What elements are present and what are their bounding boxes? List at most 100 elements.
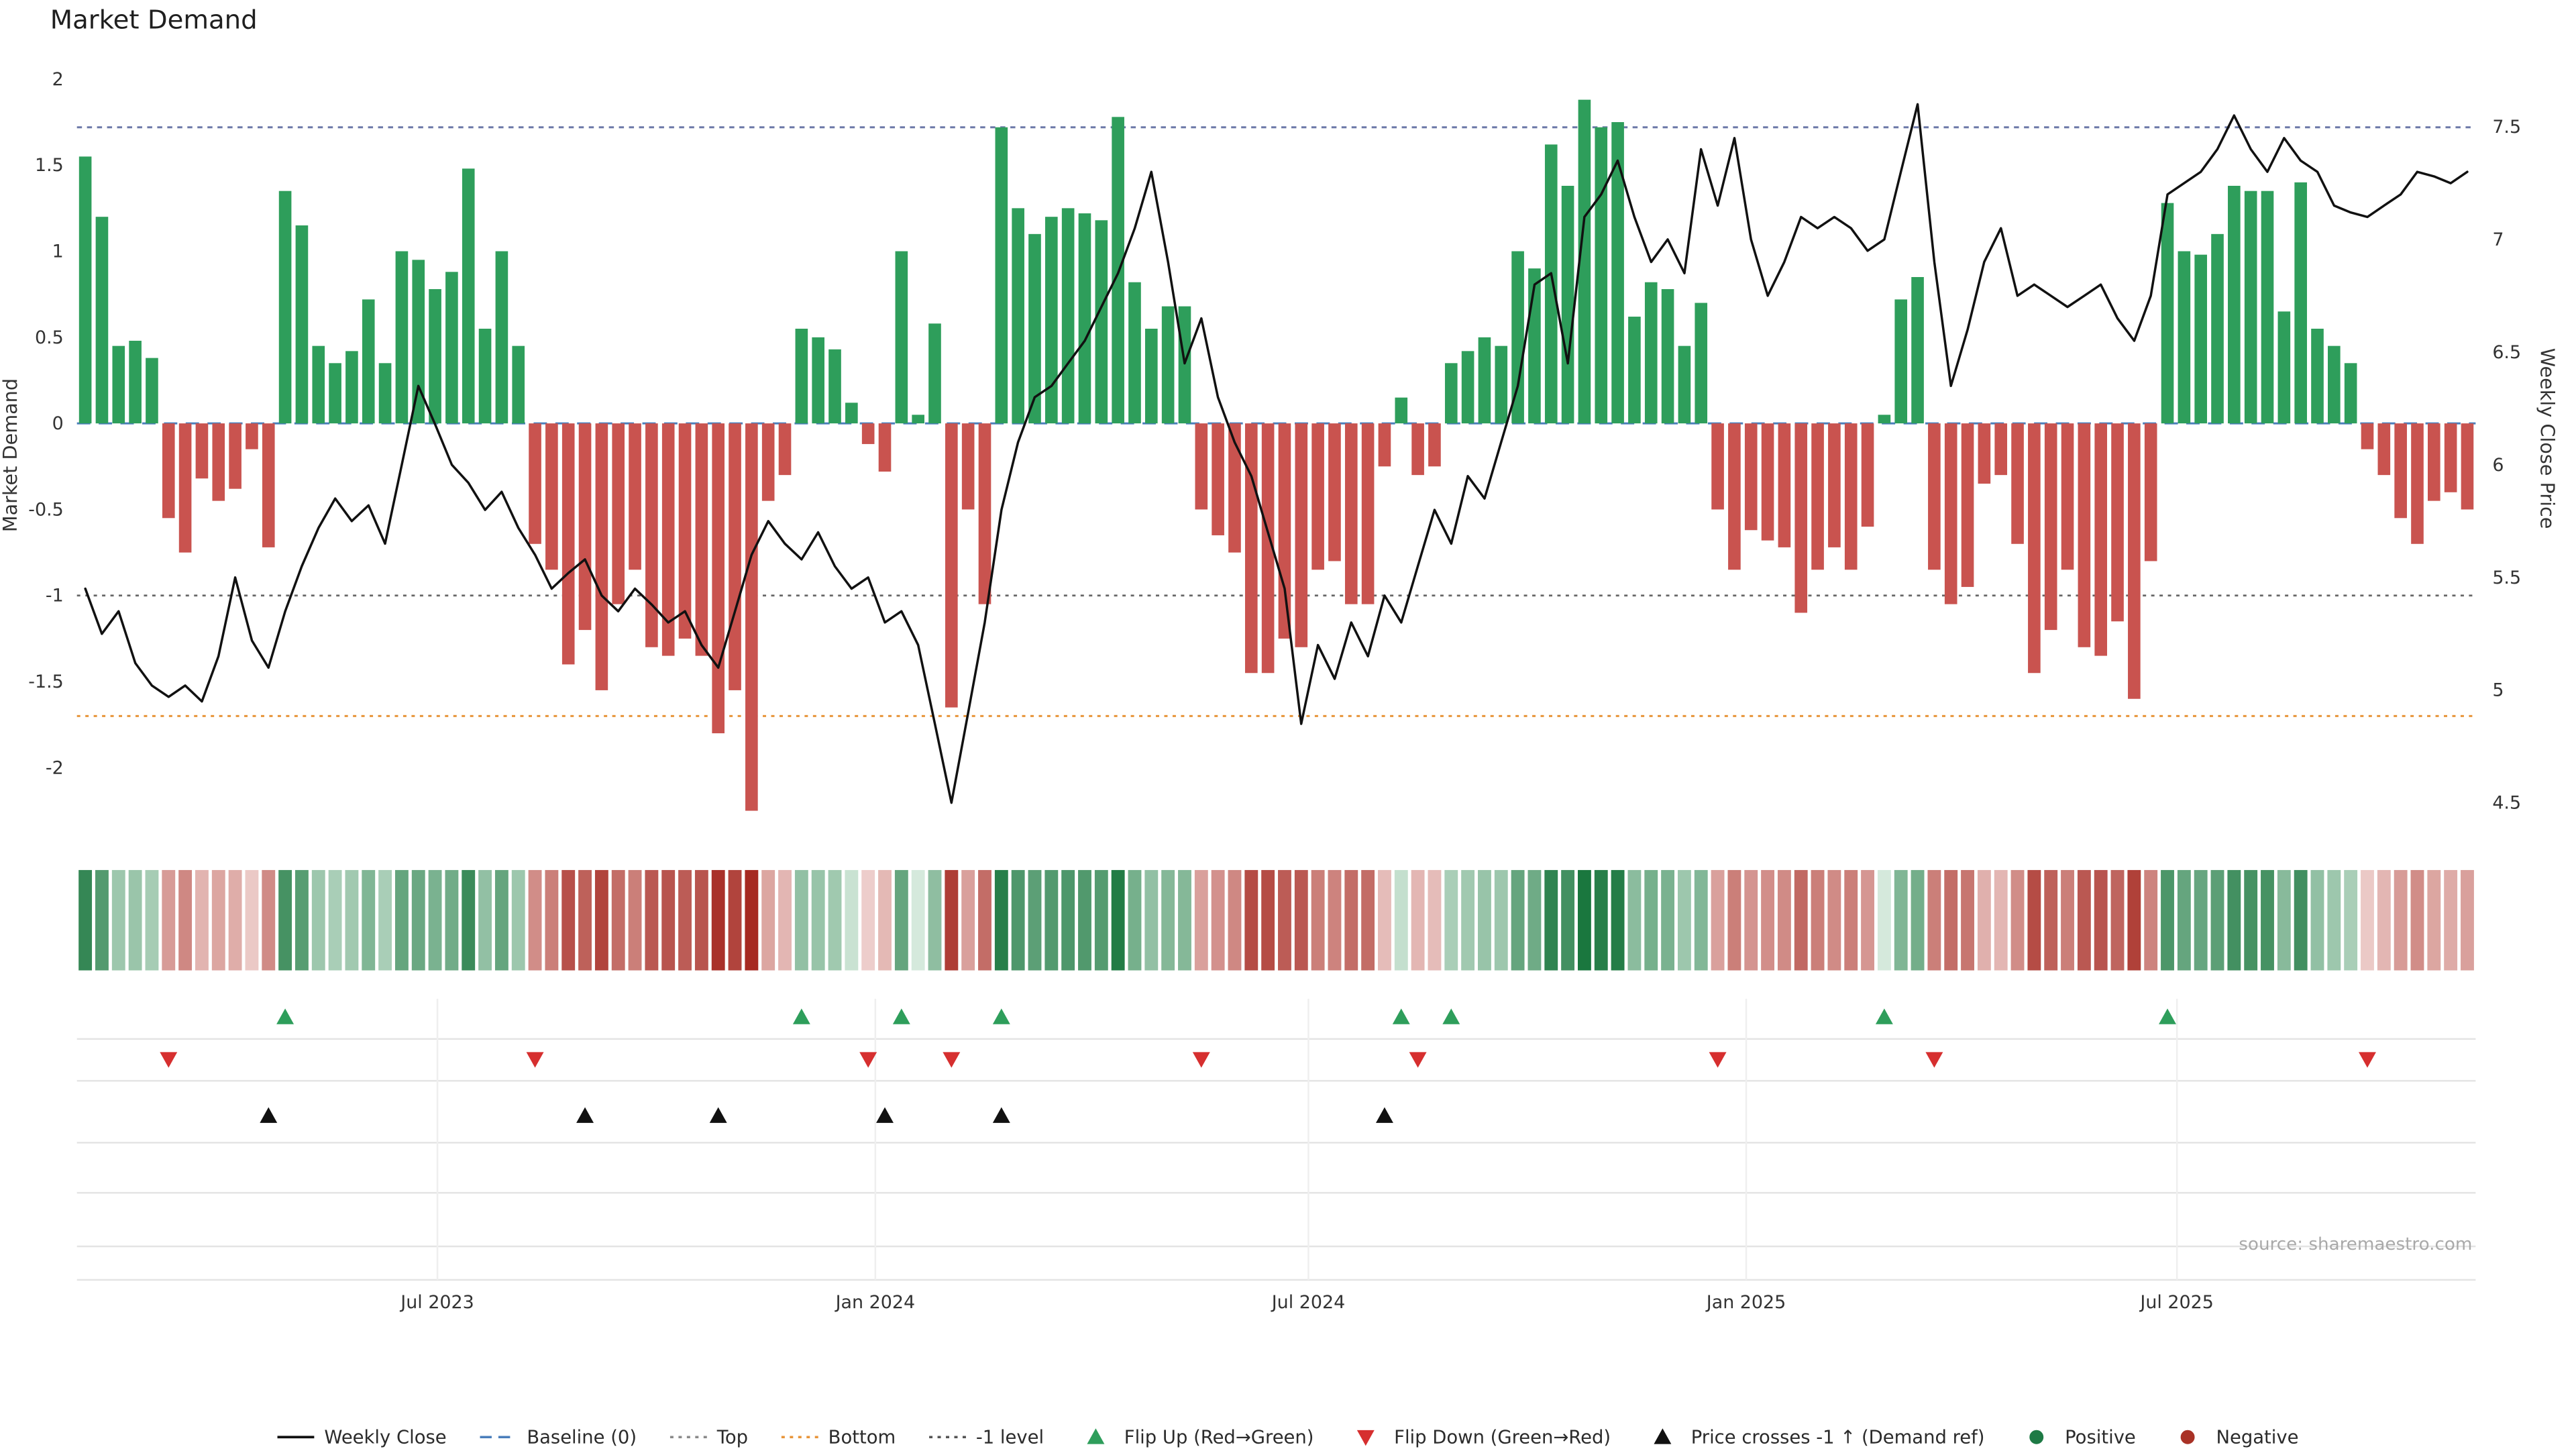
demand-bar [1261,423,1275,674]
legend-label: Flip Up (Red→Green) [1124,1428,1314,1448]
heatmap-cell [611,869,625,971]
y-left-tick-label: -1.5 [28,672,64,692]
heatmap-cell [1677,869,1691,971]
demand-bar [828,349,841,424]
demand-bar [1161,306,1175,424]
demand-bar [229,423,241,489]
demand-bar [645,423,658,647]
heatmap-cell [1278,869,1291,971]
flip-down-marker [2359,1052,2376,1068]
demand-bar [2377,423,2391,476]
legend-item-4: -1 level [929,1428,1044,1448]
demand-bar [1061,208,1075,424]
legend-item-1: Baseline (0) [480,1428,637,1448]
heatmap-cell [1994,869,2008,971]
heatmap-cell [511,869,525,971]
demand-bar [2061,423,2074,570]
demand-bar [1711,423,1724,510]
heatmap-cell [1727,869,1741,971]
demand-bar [1761,423,1774,541]
demand-bar [2228,185,2241,424]
heatmap-cell [162,869,176,971]
demand-bar [329,363,341,424]
demand-bar [2428,423,2440,501]
demand-bar [2111,423,2124,622]
heatmap-cell [294,869,309,971]
heatmap-cell [1611,869,1625,971]
heatmap-cell [328,869,342,971]
demand-heatmap-strip [78,869,2474,971]
demand-bar [2094,423,2107,656]
y-right-tick-label: 6 [2492,455,2504,476]
demand-bar [1428,423,1441,467]
weekly-close-path [84,103,2469,804]
demand-bar [495,251,508,424]
demand-bar [462,168,475,424]
chart-title: Market Demand [50,5,258,36]
heatmap-cell [1478,869,1491,971]
heatmap-cell [1378,869,1391,971]
demand-bar [912,415,924,424]
demand-bar [1678,345,1691,424]
demand-bar [1361,423,1375,604]
heatmap-cell [1161,869,1175,971]
demand-bar [1178,306,1191,424]
flip-down-marker [1709,1052,1727,1068]
heatmap-cell [445,869,459,971]
heatmap-cell [1328,869,1342,971]
heatmap-cell [528,869,542,971]
demand-bar [795,328,808,424]
heatmap-cell [994,869,1008,971]
demand-bar [928,323,941,424]
heatmap-cell [578,869,592,971]
heatmap-cell [1577,869,1591,971]
heatmap-cell [1078,869,1091,971]
legend-item-5: Flip Up (Red→Green) [1087,1428,1313,1448]
heatmap-cell [2394,869,2408,971]
y-right-tick-label: 7.5 [2492,117,2521,138]
legend-item-6: Flip Down (Green→Red) [1356,1428,1611,1448]
heatmap-cell [1028,869,1042,971]
heatmap-cell [1061,869,1075,971]
heatmap-cell [2177,869,2191,971]
heatmap-cell [2110,869,2125,971]
y-left-tick-label: -1 [46,586,64,606]
heatmap-cell [1361,869,1375,971]
heatmap-cell [2310,869,2324,971]
heatmap-cell [145,869,159,971]
heatmap-cell [1594,869,1608,971]
demand-bar [1794,423,1808,613]
demand-bar [2328,345,2341,424]
flip-down-marker [859,1052,877,1068]
demand-bar [295,225,309,424]
legend-item-7: Price crosses -1 ↑ (Demand ref) [1654,1428,1984,1448]
source-credit: source: sharemaestro.com [2239,1234,2472,1254]
heatmap-cell [428,869,442,971]
demand-bar [178,423,192,553]
demand-bar [595,423,608,690]
demand-bar [1828,423,1841,547]
heatmap-cell [1128,869,1142,971]
demand-bar [262,423,275,547]
legend-label: Negative [2216,1428,2298,1448]
heatmap-cell [761,869,775,971]
demand-bar [2277,311,2291,424]
heatmap-cell [1111,869,1125,971]
heatmap-cell [211,869,225,971]
heatmap-cell [1261,869,1275,971]
heatmap-cell [2161,869,2174,971]
y-right-tick-label: 7 [2492,229,2504,250]
demand-bar [1078,213,1091,424]
legend-label: Positive [2065,1428,2136,1448]
demand-bar [2028,423,2041,674]
heatmap-cell [1228,869,1242,971]
heatmap-cell [1561,869,1575,971]
price-cross-marker [1375,1107,1393,1123]
demand-bar [1911,277,1924,424]
demand-bar [978,423,991,604]
demand-bar [995,127,1008,424]
demand-bar [629,423,641,570]
heatmap-cell [2294,869,2308,971]
x-tick-label: Jan 2024 [835,1292,916,1313]
demand-bar [2211,233,2224,424]
